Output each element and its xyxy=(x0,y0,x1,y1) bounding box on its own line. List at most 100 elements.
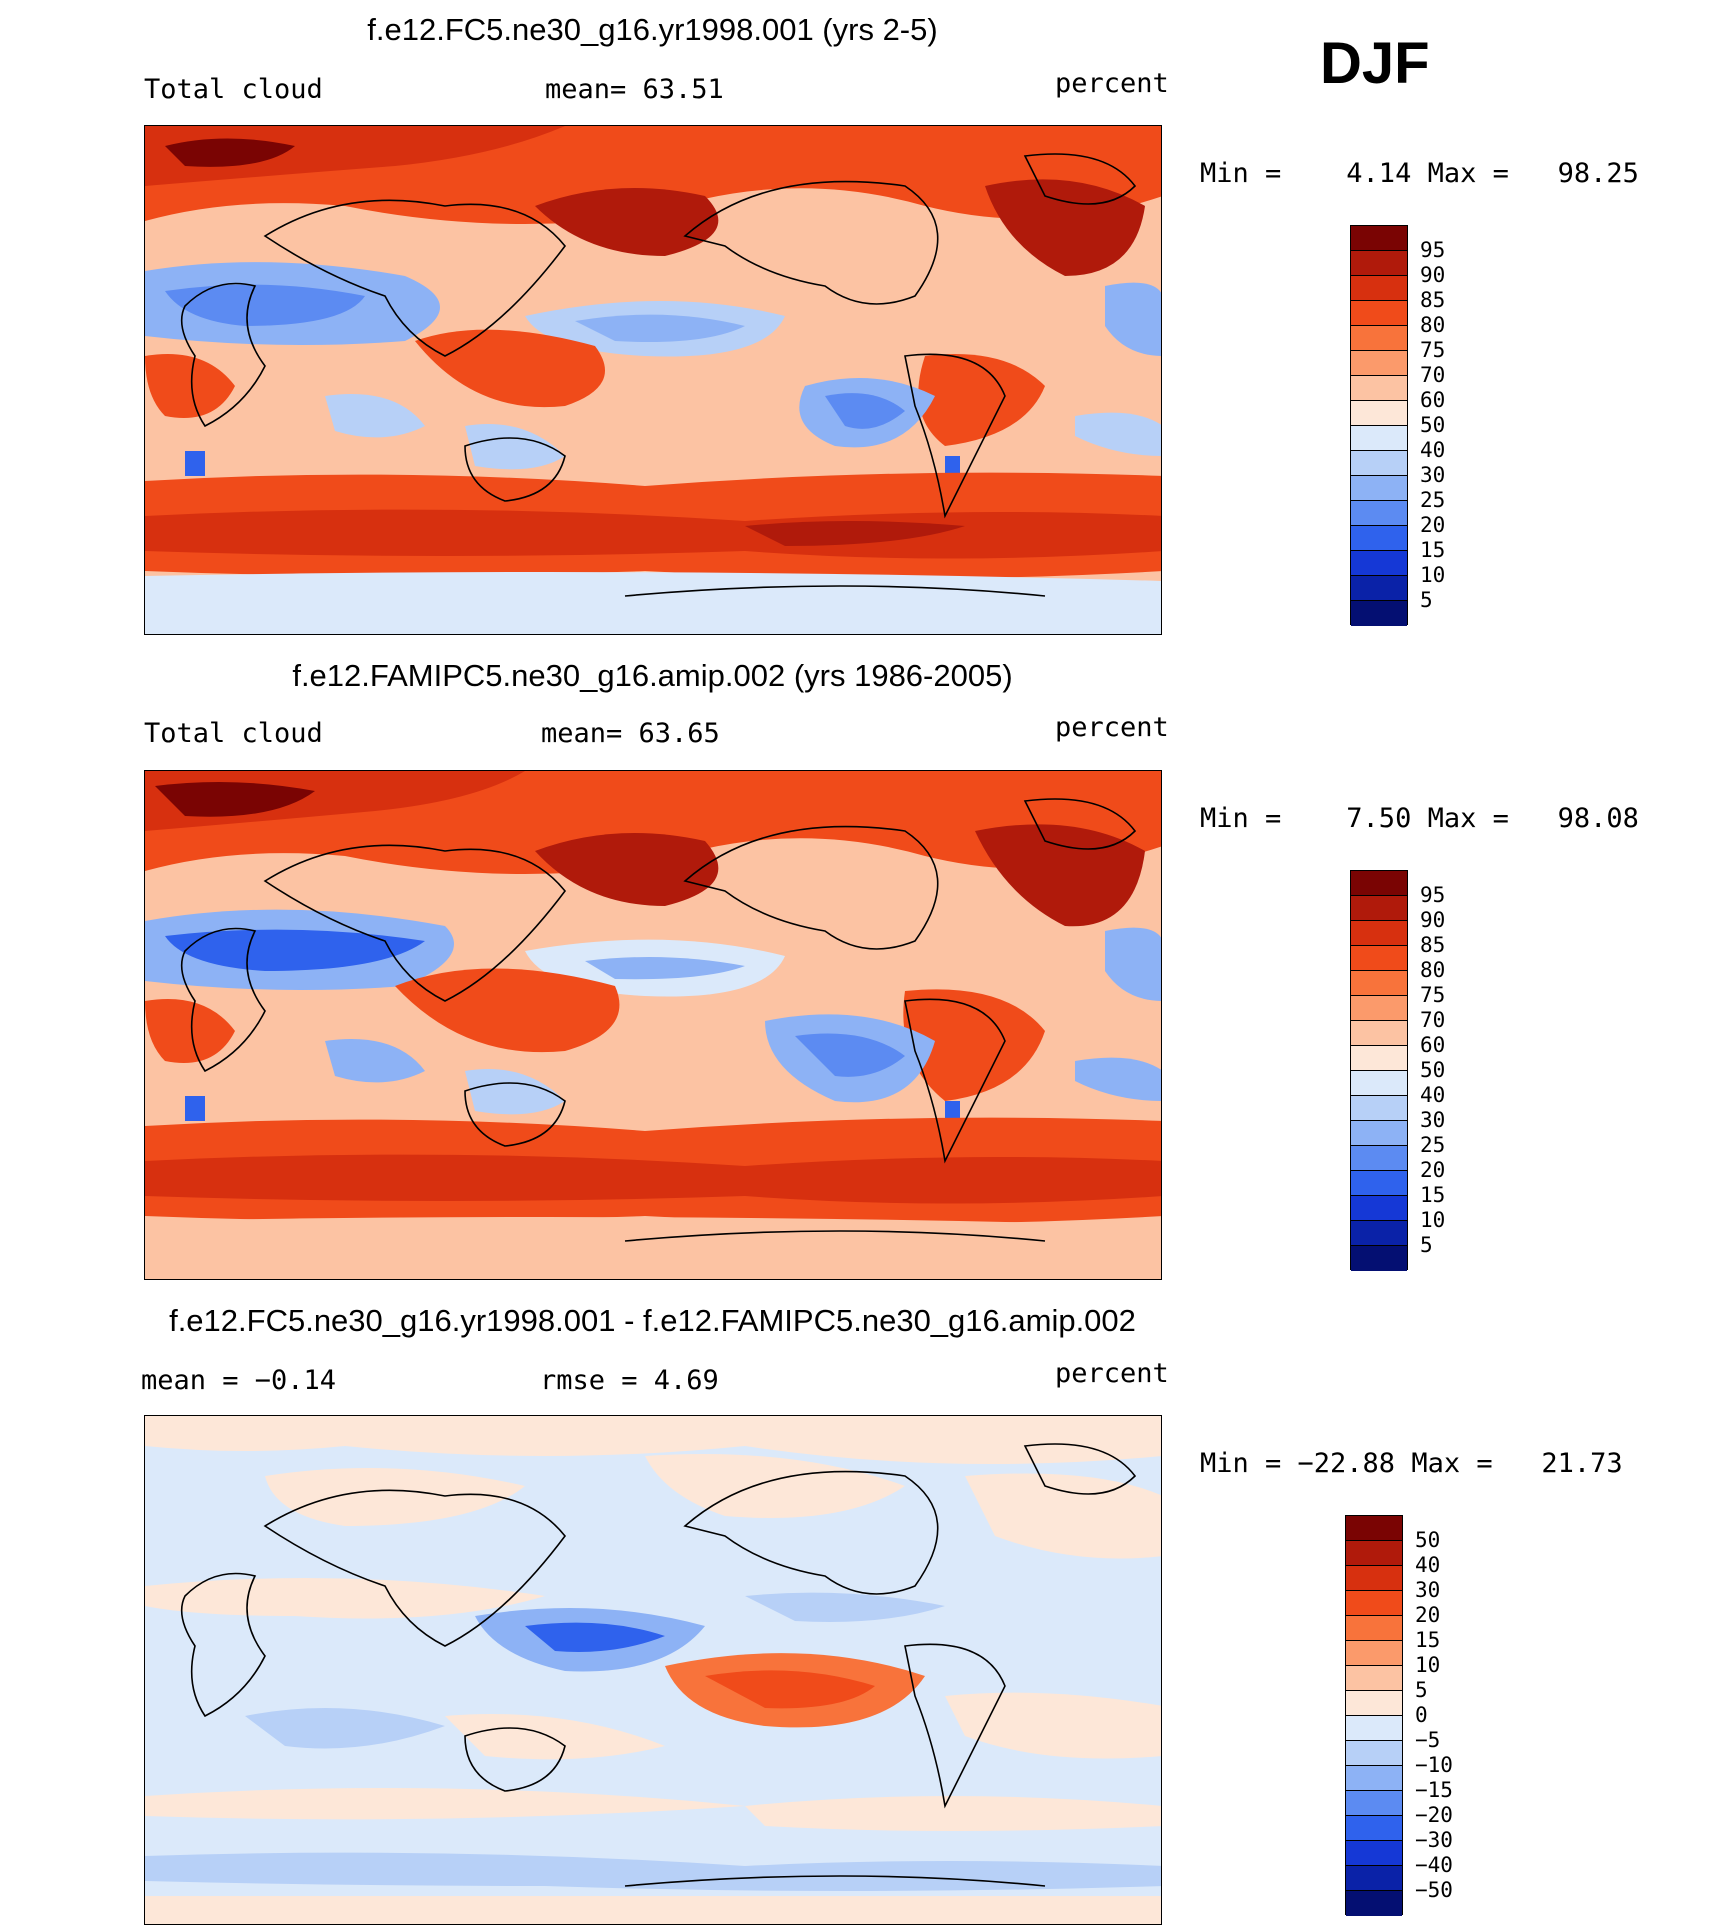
colorbar-swatch xyxy=(1351,376,1407,401)
panel-3-units-label: percent xyxy=(1055,1358,1169,1389)
colorbar-tick-label: 75 xyxy=(1420,983,1446,1007)
panel-2-variable-label: Total cloud xyxy=(144,718,323,749)
colorbar-swatch xyxy=(1346,1691,1402,1716)
colorbar-swatch xyxy=(1351,501,1407,526)
colorbar-tick-label: 10 xyxy=(1420,563,1446,587)
panel-1-mean-label: mean= 63.51 xyxy=(545,74,724,105)
colorbar-swatch xyxy=(1351,971,1407,996)
panel-3-contour-map xyxy=(145,1416,1161,1924)
colorbar-tick-label: 25 xyxy=(1420,1133,1446,1157)
colorbar-swatch xyxy=(1351,871,1407,896)
panel-1-colorbar-swatches xyxy=(1350,225,1408,626)
panel-2-colorbar: 95 90 85 80 75 70 60 50 40 30 25 20 15 10 5 xyxy=(1350,870,1445,1271)
colorbar-swatch xyxy=(1351,1171,1407,1196)
panel-1-colorbar: 95 90 85 80 75 70 60 50 40 30 25 20 15 10 5 xyxy=(1350,225,1445,626)
colorbar-swatch xyxy=(1351,1121,1407,1146)
colorbar-tick-label: 5 xyxy=(1420,588,1433,612)
colorbar-swatch xyxy=(1346,1866,1402,1891)
colorbar-swatch xyxy=(1351,1221,1407,1246)
colorbar-swatch xyxy=(1346,1791,1402,1816)
colorbar-tick-label: 10 xyxy=(1415,1653,1441,1677)
colorbar-tick-label: 50 xyxy=(1415,1528,1441,1552)
colorbar-swatch xyxy=(1351,896,1407,921)
colorbar-tick-label: 90 xyxy=(1420,263,1446,287)
colorbar-swatch xyxy=(1351,401,1407,426)
colorbar-swatch xyxy=(1346,1641,1402,1666)
colorbar-tick-label: 40 xyxy=(1420,1083,1446,1107)
colorbar-tick-label: 50 xyxy=(1420,413,1446,437)
colorbar-swatch xyxy=(1351,276,1407,301)
colorbar-swatch xyxy=(1351,476,1407,501)
colorbar-tick-label: 15 xyxy=(1420,538,1446,562)
colorbar-swatch xyxy=(1351,1046,1407,1071)
colorbar-swatch xyxy=(1351,1021,1407,1046)
colorbar-tick-label: 85 xyxy=(1420,288,1446,312)
colorbar-swatch xyxy=(1346,1766,1402,1791)
panel-2-colorbar-swatches xyxy=(1350,870,1408,1271)
colorbar-tick-label: 70 xyxy=(1420,363,1446,387)
colorbar-swatch xyxy=(1351,451,1407,476)
colorbar-tick-label: −50 xyxy=(1415,1878,1453,1902)
colorbar-tick-label: 15 xyxy=(1420,1183,1446,1207)
panel-3-mean-label: mean = −0.14 xyxy=(141,1365,337,1396)
colorbar-swatch xyxy=(1346,1566,1402,1591)
panel-1-minmax: Min = 4.14 Max = 98.25 xyxy=(1200,158,1639,189)
panel-1-contour-map xyxy=(145,126,1161,634)
colorbar-swatch xyxy=(1346,1616,1402,1641)
colorbar-tick-label: 40 xyxy=(1415,1553,1441,1577)
colorbar-swatch xyxy=(1346,1716,1402,1741)
colorbar-tick-label: 80 xyxy=(1420,313,1446,337)
colorbar-tick-label: 25 xyxy=(1420,488,1446,512)
colorbar-swatch xyxy=(1351,576,1407,601)
colorbar-swatch xyxy=(1351,996,1407,1021)
colorbar-tick-label: 20 xyxy=(1420,513,1446,537)
panel-1-variable-label: Total cloud xyxy=(144,74,323,105)
colorbar-tick-label: 40 xyxy=(1420,438,1446,462)
colorbar-swatch xyxy=(1351,251,1407,276)
colorbar-tick-label: 10 xyxy=(1420,1208,1446,1232)
panel-3-rmse-label: rmse = 4.69 xyxy=(540,1365,719,1396)
colorbar-swatch xyxy=(1346,1891,1402,1916)
colorbar-tick-label: 60 xyxy=(1420,1033,1446,1057)
panel-1-units-label: percent xyxy=(1055,68,1169,99)
colorbar-swatch xyxy=(1351,351,1407,376)
colorbar-tick-label: 85 xyxy=(1420,933,1446,957)
colorbar-tick-label: 90 xyxy=(1420,908,1446,932)
colorbar-swatch xyxy=(1351,946,1407,971)
colorbar-swatch xyxy=(1346,1841,1402,1866)
colorbar-swatch xyxy=(1351,426,1407,451)
panel-3-colorbar-swatches xyxy=(1345,1515,1403,1916)
colorbar-tick-label: 80 xyxy=(1420,958,1446,982)
colorbar-tick-label: −5 xyxy=(1415,1728,1441,1752)
colorbar-swatch xyxy=(1351,526,1407,551)
panel-1-map xyxy=(144,125,1162,635)
colorbar-swatch xyxy=(1346,1741,1402,1766)
colorbar-tick-label: 5 xyxy=(1415,1678,1428,1702)
colorbar-swatch xyxy=(1351,921,1407,946)
colorbar-swatch xyxy=(1351,1246,1407,1271)
panel-1-title: f.e12.FC5.ne30_g16.yr1998.001 (yrs 2-5) xyxy=(367,12,938,47)
colorbar-tick-label: 95 xyxy=(1420,883,1446,907)
colorbar-swatch xyxy=(1351,1196,1407,1221)
colorbar-tick-label: 30 xyxy=(1420,1108,1446,1132)
panel-2-units-label: percent xyxy=(1055,712,1169,743)
colorbar-swatch xyxy=(1351,1071,1407,1096)
colorbar-swatch xyxy=(1351,1096,1407,1121)
colorbar-tick-label: 15 xyxy=(1415,1628,1441,1652)
colorbar-swatch xyxy=(1351,301,1407,326)
colorbar-tick-label: 30 xyxy=(1420,463,1446,487)
panel-2-contour-map xyxy=(145,771,1161,1279)
colorbar-swatch xyxy=(1351,601,1407,626)
panel-2-title: f.e12.FAMIPC5.ne30_g16.amip.002 (yrs 198… xyxy=(292,658,1013,693)
panel-2-map xyxy=(144,770,1162,1280)
colorbar-tick-label: −10 xyxy=(1415,1753,1453,1777)
colorbar-swatch xyxy=(1346,1516,1402,1541)
colorbar-swatch xyxy=(1351,326,1407,351)
panel-3-title: f.e12.FC5.ne30_g16.yr1998.001 - f.e12.FA… xyxy=(169,1303,1136,1338)
colorbar-tick-label: −20 xyxy=(1415,1803,1453,1827)
colorbar-tick-label: 20 xyxy=(1415,1603,1441,1627)
colorbar-swatch xyxy=(1346,1591,1402,1616)
colorbar-swatch xyxy=(1351,1146,1407,1171)
panel-3-colorbar: 50 40 30 20 15 10 5 0 −5 −10 −15 −20 −30 −40 −50 xyxy=(1345,1515,1453,1916)
colorbar-tick-label: 95 xyxy=(1420,238,1446,262)
